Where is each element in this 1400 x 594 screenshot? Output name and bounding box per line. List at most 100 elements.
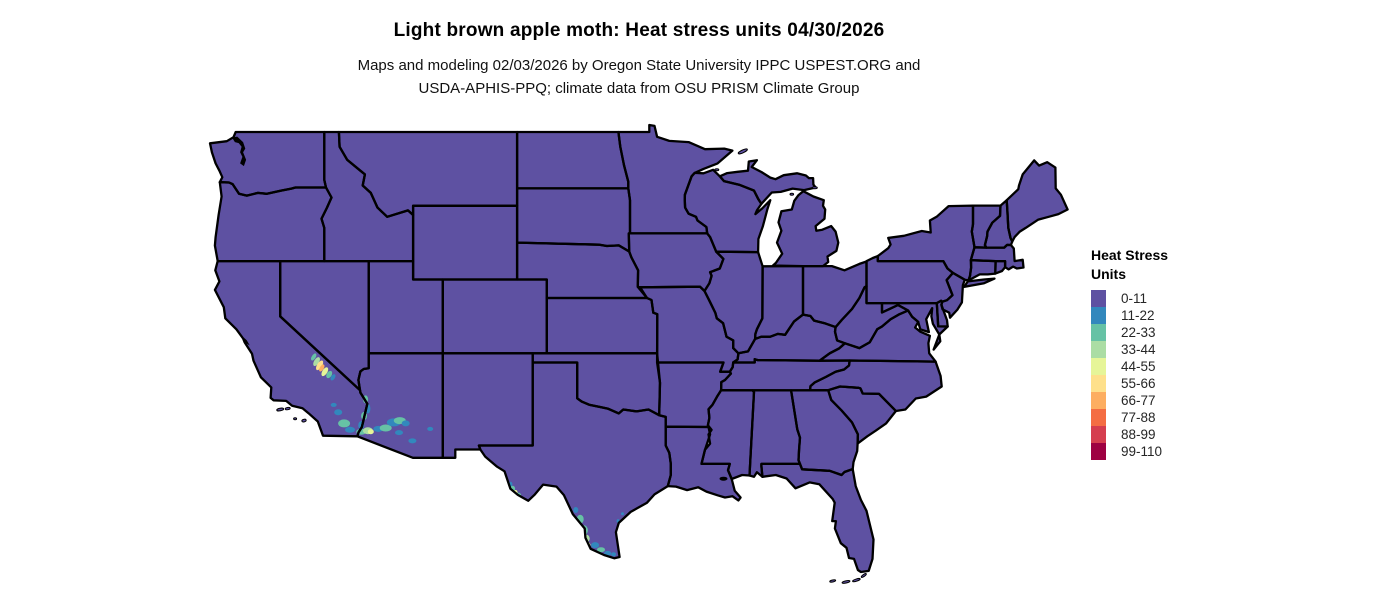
water-body bbox=[719, 476, 728, 481]
state-ks bbox=[546, 298, 658, 354]
state-ar bbox=[657, 362, 731, 427]
state-la bbox=[665, 426, 741, 501]
island bbox=[301, 418, 307, 423]
legend-swatch bbox=[1091, 443, 1106, 460]
state-ny bbox=[877, 205, 975, 281]
state-oh bbox=[803, 261, 867, 328]
legend-swatch bbox=[1091, 324, 1106, 341]
state-miu bbox=[719, 160, 816, 204]
legend-item: 33-44 bbox=[1091, 341, 1168, 358]
state-tx bbox=[478, 362, 671, 559]
island bbox=[811, 186, 818, 190]
state-ma bbox=[970, 244, 1024, 270]
inland-water bbox=[232, 136, 728, 481]
state-borders bbox=[208, 123, 1069, 574]
state-vt bbox=[971, 205, 1001, 248]
hotspot bbox=[573, 507, 579, 513]
island bbox=[276, 407, 285, 412]
state-mil bbox=[773, 191, 839, 267]
legend-swatch bbox=[1091, 341, 1106, 358]
island bbox=[860, 573, 867, 578]
legend-label: 0-11 bbox=[1121, 291, 1148, 306]
legend-label: 66-77 bbox=[1121, 393, 1156, 408]
hotspot bbox=[345, 426, 355, 433]
state-id bbox=[321, 132, 414, 262]
island bbox=[841, 580, 851, 584]
water-body bbox=[232, 136, 247, 167]
island bbox=[852, 577, 861, 583]
hotspot bbox=[408, 438, 417, 444]
state-mn bbox=[618, 125, 733, 234]
legend-label: 22-33 bbox=[1121, 325, 1156, 340]
state-border-az bbox=[356, 352, 444, 459]
state-ut bbox=[368, 261, 443, 354]
hotspot bbox=[621, 512, 624, 516]
state-border-vae bbox=[932, 333, 942, 351]
legend-swatch bbox=[1091, 307, 1106, 324]
state-border-miu bbox=[718, 159, 817, 206]
hotspot bbox=[401, 420, 410, 427]
state-nv bbox=[280, 261, 369, 391]
state-nm bbox=[442, 353, 533, 458]
legend-label: 77-88 bbox=[1121, 410, 1156, 425]
state-sc bbox=[828, 386, 896, 444]
hotspot bbox=[321, 367, 329, 377]
state-ri bbox=[995, 261, 1006, 274]
hotspot bbox=[326, 370, 333, 379]
island bbox=[737, 148, 748, 155]
hotspot bbox=[597, 547, 605, 553]
state-nd bbox=[517, 132, 629, 189]
hotspot bbox=[319, 364, 325, 372]
state-mo bbox=[640, 286, 739, 372]
state-ia bbox=[628, 233, 724, 291]
legend-label: 99-110 bbox=[1121, 444, 1163, 459]
state-border-nj bbox=[940, 271, 966, 319]
hotspot bbox=[379, 424, 392, 432]
hotspot bbox=[330, 374, 336, 381]
state-de bbox=[936, 300, 948, 327]
state-ky bbox=[733, 314, 845, 363]
hotspot bbox=[367, 429, 374, 435]
legend-item: 77-88 bbox=[1091, 409, 1168, 426]
legend-item: 66-77 bbox=[1091, 392, 1168, 409]
legend-item: 22-33 bbox=[1091, 324, 1168, 341]
state-me bbox=[1006, 160, 1068, 242]
state-ne bbox=[517, 242, 647, 298]
hotspot bbox=[310, 353, 317, 361]
state-border-fl bbox=[760, 462, 875, 574]
state-border-me bbox=[1005, 159, 1069, 243]
state-mt bbox=[338, 132, 518, 217]
hotspot bbox=[330, 402, 337, 407]
legend-item: 0-11 bbox=[1091, 290, 1168, 307]
state-border-mil bbox=[771, 190, 840, 268]
hotspot bbox=[338, 419, 351, 428]
hotspot bbox=[313, 357, 320, 367]
state-fl bbox=[761, 463, 874, 572]
state-border-li bbox=[962, 277, 996, 289]
hotspot bbox=[315, 360, 324, 371]
state-nc bbox=[810, 360, 942, 411]
state-border-tx bbox=[477, 361, 672, 560]
state-ct bbox=[968, 260, 996, 281]
state-border-nc bbox=[808, 359, 943, 413]
subtitle-line1: Maps and modeling 02/03/2026 by Oregon S… bbox=[357, 57, 921, 74]
subtitle: Maps and modeling 02/03/2026 by Oregon S… bbox=[0, 54, 1278, 100]
legend-item: 11-22 bbox=[1091, 307, 1168, 324]
islands bbox=[276, 148, 867, 584]
legend-label: 33-44 bbox=[1121, 342, 1156, 357]
legend-label: 55-66 bbox=[1121, 376, 1156, 391]
legend-item: 88-99 bbox=[1091, 426, 1168, 443]
hotspot bbox=[611, 552, 617, 557]
state-il bbox=[704, 251, 763, 354]
header: Light brown apple moth: Heat stress unit… bbox=[0, 20, 1278, 100]
legend-label: 44-55 bbox=[1121, 359, 1156, 374]
hotspot bbox=[427, 426, 434, 431]
state-al bbox=[749, 390, 800, 477]
hotspot bbox=[334, 409, 343, 416]
state-or bbox=[214, 182, 332, 262]
legend-title: Heat Stress Units bbox=[1091, 247, 1169, 282]
island bbox=[789, 192, 795, 196]
legend-swatch bbox=[1091, 409, 1106, 426]
legend-swatch bbox=[1091, 290, 1106, 307]
